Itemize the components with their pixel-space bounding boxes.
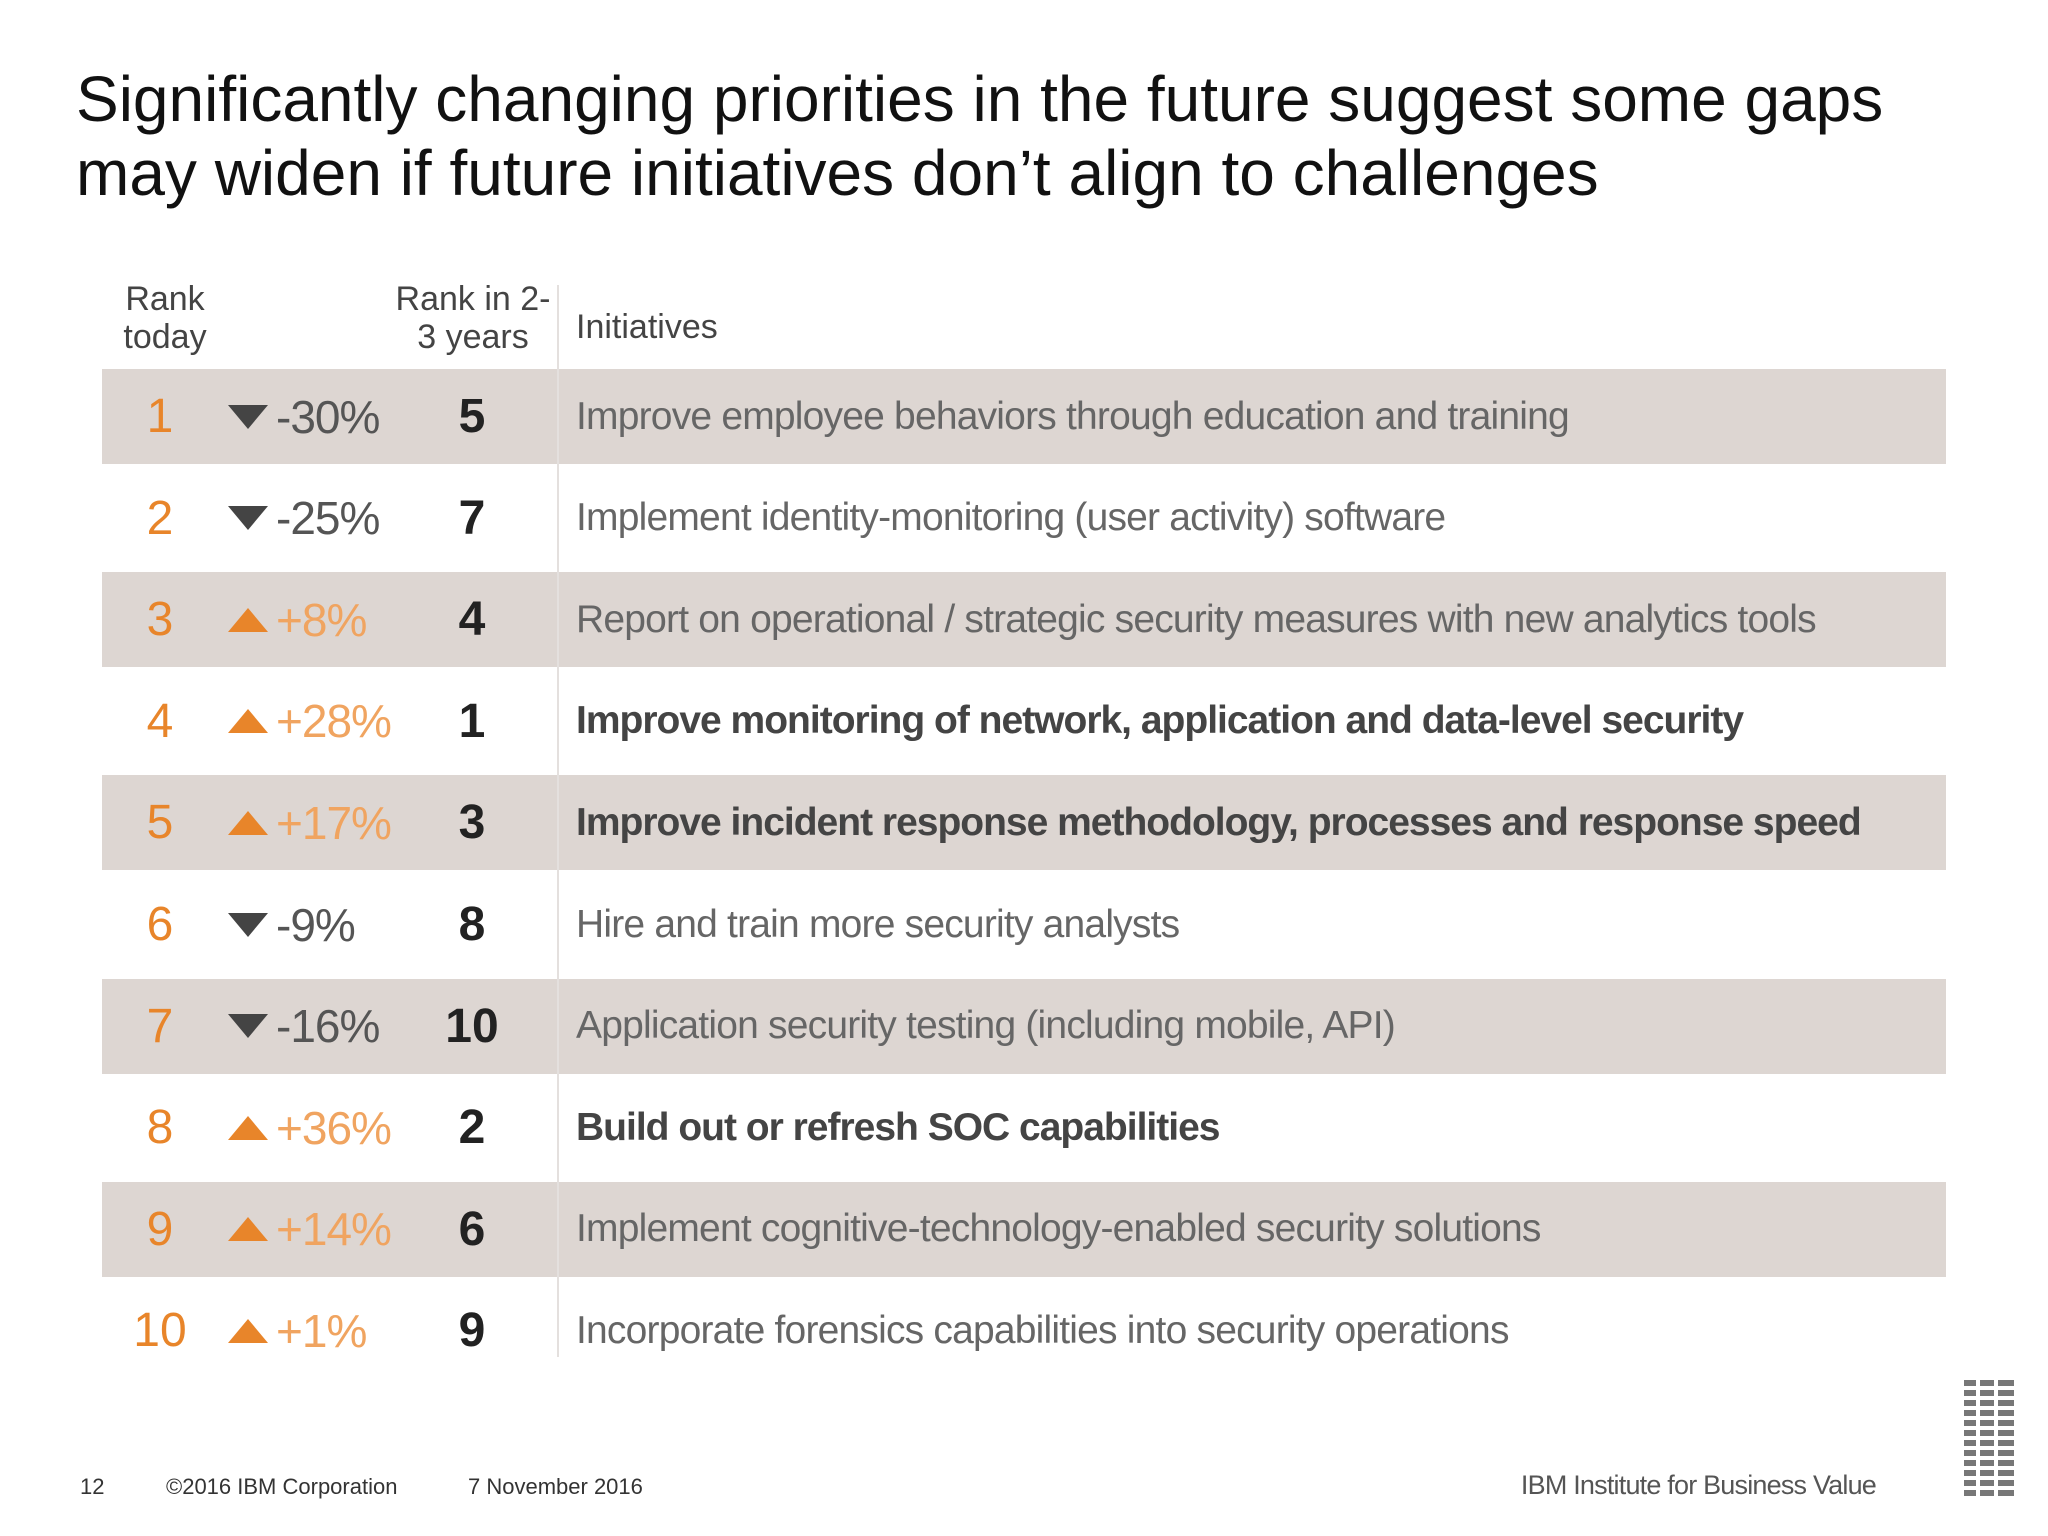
arrow-down	[228, 912, 268, 937]
change: -30%	[226, 369, 426, 464]
column-divider	[557, 285, 559, 1357]
initiative: Report on operational / strategic securi…	[576, 597, 1817, 641]
rank-today: 9	[146, 1202, 174, 1256]
change: +36%	[226, 1080, 426, 1175]
table-row: 4 +28% 1 Improve monitoring of network, app…	[102, 674, 1946, 769]
change: +14%	[226, 1182, 426, 1277]
arrow-up	[228, 1115, 268, 1140]
table-row: 3 +8% 4 Report on operational / strategic s…	[102, 572, 1946, 668]
initiative: Improve employee behaviors through educa…	[576, 394, 1570, 438]
arrow-down	[228, 404, 268, 429]
rank-today: 6	[146, 898, 174, 951]
arrow-up	[228, 1318, 268, 1343]
table-row: 2 -25% 7 Implement identity-monitoring (use…	[102, 471, 1946, 566]
header-rank-future: Rank in 2-3 years	[395, 280, 551, 356]
ibm-logo	[1964, 1380, 2014, 1496]
change: +1%	[226, 1283, 426, 1378]
change: +28%	[226, 674, 426, 769]
change-value: -9%	[276, 898, 356, 951]
initiative: Build out or refresh SOC capabilities	[576, 1105, 1220, 1149]
initiative: Implement identity-monitoring (user acti…	[576, 496, 1446, 540]
change-value: +36%	[276, 1101, 392, 1154]
initiative: Improve monitoring of network, applicati…	[576, 699, 1744, 743]
arrow-up	[228, 1217, 268, 1242]
rank-today: 7	[146, 999, 174, 1053]
change-value: +1%	[276, 1304, 367, 1357]
change-value: -25%	[276, 492, 380, 545]
change: +17%	[226, 775, 426, 870]
table-row: 7 -16% 10 Application security testing (inc…	[102, 978, 1946, 1074]
rank-future: 3	[458, 796, 486, 850]
rank-today: 8	[146, 1101, 174, 1155]
table-row: 1 -30% 5 Improve employee behaviors through…	[102, 369, 1946, 464]
change: -25%	[226, 471, 426, 566]
title: Significantly changing priorities in the…	[76, 63, 1884, 209]
arrow-up	[228, 709, 268, 734]
rank-today: 4	[146, 694, 174, 748]
rank-today: 10	[133, 1304, 187, 1358]
table-row: 6 -9% 8 Hire and train more security analys…	[102, 877, 1946, 972]
change: -16%	[226, 979, 426, 1074]
change-value: +8%	[276, 593, 367, 646]
rank-today: 5	[146, 796, 174, 850]
table-row: 9 +14% 6 Implement cognitive-technology-ena…	[102, 1181, 1946, 1277]
arrow-down	[228, 506, 268, 531]
arrow-up	[228, 607, 268, 632]
initiative: Hire and train more security analysts	[576, 902, 1180, 946]
change-value: +28%	[276, 695, 392, 748]
initiative: Incorporate forensics capabilities into …	[576, 1308, 1509, 1352]
rank-today: 1	[146, 390, 174, 443]
change-value: +14%	[276, 1203, 392, 1256]
rank-today: 2	[146, 491, 174, 545]
rank-future: 7	[458, 491, 486, 545]
brand: IBM Institute for Business Value	[1520, 1470, 1877, 1500]
date: 7 November 2016	[468, 1474, 643, 1499]
rank-future: 1	[458, 694, 486, 748]
rank-future: 2	[458, 1101, 486, 1155]
page-number: 12	[80, 1474, 105, 1499]
arrow-up	[228, 810, 268, 835]
change-value: -30%	[276, 390, 380, 443]
arrow-down	[228, 1014, 268, 1039]
copyright: ©2016 IBM Corporation	[166, 1474, 398, 1499]
header-rank-today: Rank today	[123, 280, 207, 356]
initiative: Implement cognitive-technology-enabled s…	[576, 1207, 1541, 1251]
rank-future: 10	[445, 999, 499, 1053]
rank-future: 4	[458, 593, 486, 647]
rank-today: 3	[146, 593, 174, 647]
change-value: -16%	[276, 1000, 380, 1053]
change: -9%	[226, 877, 426, 972]
initiative: Application security testing (including …	[576, 1004, 1396, 1048]
rank-future: 5	[458, 390, 486, 443]
rank-future: 8	[458, 898, 486, 951]
change: +8%	[226, 572, 426, 667]
rank-future: 9	[458, 1304, 486, 1358]
initiative: Improve incident response methodology, p…	[576, 800, 1862, 844]
header-initiatives: Initiatives	[576, 308, 718, 346]
table-row: 8 +36% 2 Build out or refresh SOC capabilit…	[102, 1080, 1946, 1175]
table-row: 10 +1% 9 Incorporate forensics capabilities…	[102, 1283, 1946, 1378]
rank-future: 6	[458, 1202, 486, 1256]
table-row: 5 +17% 3 Improve incident response methodol…	[102, 775, 1946, 871]
change-value: +17%	[276, 796, 392, 849]
